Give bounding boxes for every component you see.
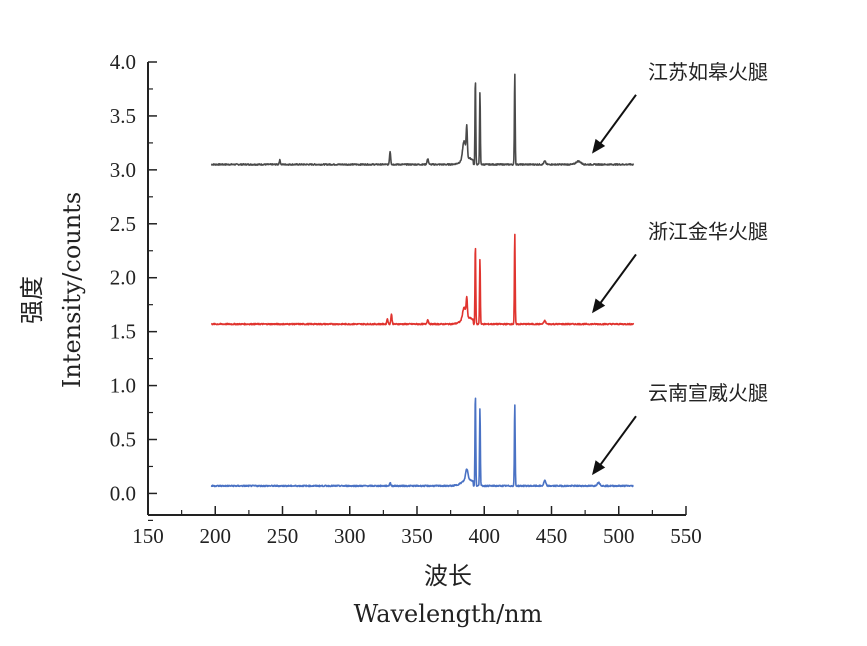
y-axis-title-cn: 强度 <box>18 276 46 324</box>
y-tick-label: 3.0 <box>110 158 136 182</box>
series-annotation-label: 浙江金华火腿 <box>648 219 768 243</box>
x-tick-label: 350 <box>401 524 433 548</box>
series-lines <box>210 73 635 488</box>
x-tick-label: 450 <box>536 524 568 548</box>
series-line-2 <box>210 397 635 488</box>
x-ticks: 150 200 250 300 350 400 450 500 550 <box>132 506 702 548</box>
annotation-arrow-line <box>597 253 637 307</box>
y-tick-label: 2.5 <box>110 212 136 236</box>
series-line-1 <box>210 233 635 326</box>
y-axis-title-en: Intensity/counts <box>58 192 86 388</box>
y-tick-label: 4.0 <box>110 50 136 74</box>
annotation-arrow-head <box>592 460 606 476</box>
x-tick-label: 150 <box>132 524 164 548</box>
x-tick-label: 500 <box>603 524 635 548</box>
y-tick-label: 0.5 <box>110 428 136 452</box>
annotation-arrow-line <box>597 415 637 469</box>
annotation-arrow-head <box>592 298 606 314</box>
y-tick-label: 3.5 <box>110 104 136 128</box>
annotation-arrow-line <box>597 94 637 148</box>
x-axis-title-en: Wavelength/nm <box>354 600 543 628</box>
y-ticks: 0.0 0.5 1.0 1.5 2.0 2.5 3.0 3.5 4.0 <box>110 50 157 521</box>
series-annotation-label: 江苏如皋火腿 <box>648 60 768 84</box>
series-annotation-label: 云南宣威火腿 <box>648 381 768 405</box>
x-axis-title-cn: 波长 <box>424 562 472 590</box>
y-tick-label: 2.0 <box>110 266 136 290</box>
x-tick-label: 250 <box>267 524 299 548</box>
x-tick-label: 300 <box>334 524 366 548</box>
x-tick-label: 200 <box>200 524 232 548</box>
series-line-0 <box>210 73 635 166</box>
annotation-arrow-head <box>592 138 606 154</box>
x-tick-label: 400 <box>469 524 501 548</box>
x-tick-label: 550 <box>670 524 702 548</box>
y-tick-label: 1.0 <box>110 374 136 398</box>
y-tick-label: 0.0 <box>110 481 136 505</box>
y-tick-label: 1.5 <box>110 320 136 344</box>
